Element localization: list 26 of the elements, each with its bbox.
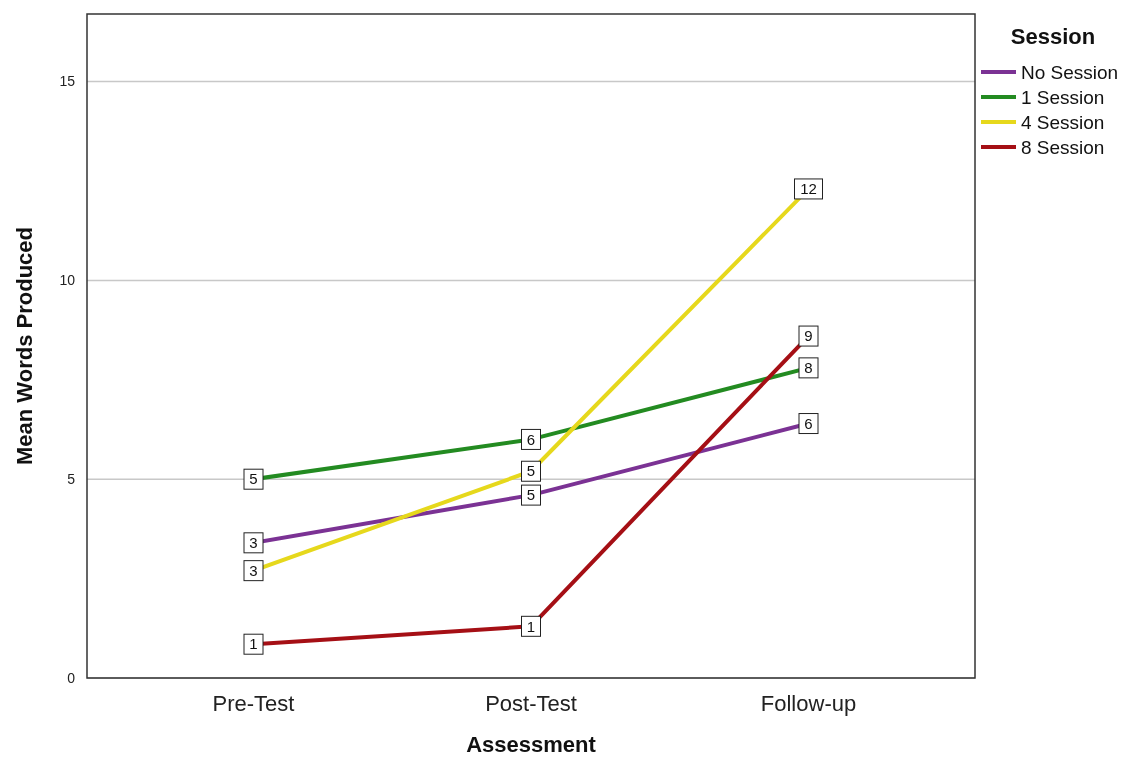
data-label: 1 bbox=[526, 617, 536, 635]
y-axis-title: Mean Words Produced bbox=[12, 227, 37, 465]
data-label: 9 bbox=[804, 327, 813, 345]
data-label: 3 bbox=[249, 561, 258, 579]
data-label: 5 bbox=[249, 470, 258, 488]
y-tick-label: 0 bbox=[67, 669, 76, 686]
legend-label: 4 Session bbox=[1021, 111, 1105, 133]
data-label: 5 bbox=[526, 486, 536, 504]
legend-title: Session bbox=[1010, 24, 1096, 49]
y-tick-label: 5 bbox=[67, 471, 76, 488]
y-tick-label: 10 bbox=[59, 272, 76, 289]
x-tick-label: Pre-Test bbox=[212, 691, 295, 716]
data-label: 8 bbox=[804, 359, 813, 377]
data-label: 5 bbox=[526, 462, 536, 480]
legend-label: 1 Session bbox=[1021, 86, 1105, 108]
x-tick-label: Follow-up bbox=[760, 691, 857, 716]
x-tick-label: Post-Test bbox=[485, 691, 577, 716]
data-label: 1 bbox=[249, 635, 258, 653]
x-axis-title: Assessment bbox=[466, 732, 597, 757]
data-label: 3 bbox=[249, 534, 258, 552]
y-tick-label: 15 bbox=[59, 73, 76, 90]
legend-label: 8 Session bbox=[1021, 136, 1105, 158]
data-label: 6 bbox=[804, 414, 813, 432]
legend-label: No Session bbox=[1021, 61, 1119, 83]
data-label: 6 bbox=[526, 430, 536, 448]
data-label: 12 bbox=[800, 180, 817, 198]
